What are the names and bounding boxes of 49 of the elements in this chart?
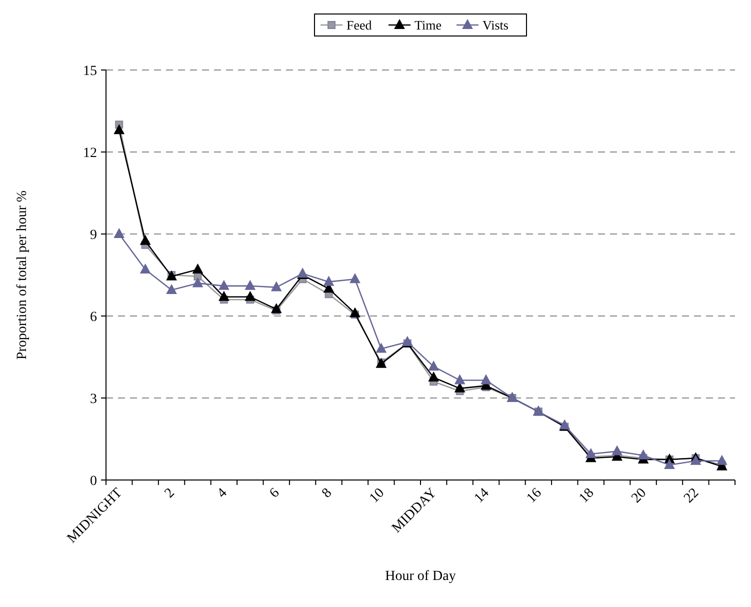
x-tick-label: 18 [576,486,598,506]
point [350,308,360,318]
point [350,274,360,284]
point [192,278,203,288]
point [245,291,256,301]
legend-label: Vists [482,18,508,33]
x-tick-label: 14 [472,486,492,506]
point [428,372,439,382]
point [114,228,124,238]
y-tick-label: 15 [83,64,97,79]
y-tick-label: 0 [90,474,97,489]
point [454,374,465,384]
point [271,282,282,292]
legend-label: Feed [346,18,372,33]
point [140,264,150,274]
point [324,276,334,286]
point [454,382,465,392]
point [192,264,203,274]
x-tick-label: 4 [214,486,230,502]
point [218,280,230,290]
point [612,446,622,456]
x-tick-label: 6 [267,486,283,502]
point [376,343,386,353]
y-tick-label: 9 [90,228,97,243]
point [245,280,256,290]
point [114,124,124,134]
point [140,235,150,245]
point [664,459,675,469]
point [271,304,282,314]
legend-label: Time [414,18,442,33]
y-tick-label: 3 [90,392,97,407]
x-tick-label: 2 [162,486,178,502]
x-tick-label: 8 [320,486,336,502]
x-tick-label: 16 [524,486,545,506]
y-tick-label: 6 [90,310,97,325]
x-tick-label: 20 [629,486,650,506]
y-tick-label: 12 [83,146,97,161]
x-axis-title: Hour of Day [385,569,456,584]
point [218,291,230,301]
x-tick-label: 10 [366,486,388,506]
x-tick-label: 22 [681,486,702,506]
point [586,448,596,458]
point [690,455,701,465]
point [716,455,727,465]
point [166,284,177,294]
y-axis-title: Proportion of total per hour % [15,190,30,360]
point [428,361,439,371]
point [480,374,492,384]
point [638,450,648,460]
